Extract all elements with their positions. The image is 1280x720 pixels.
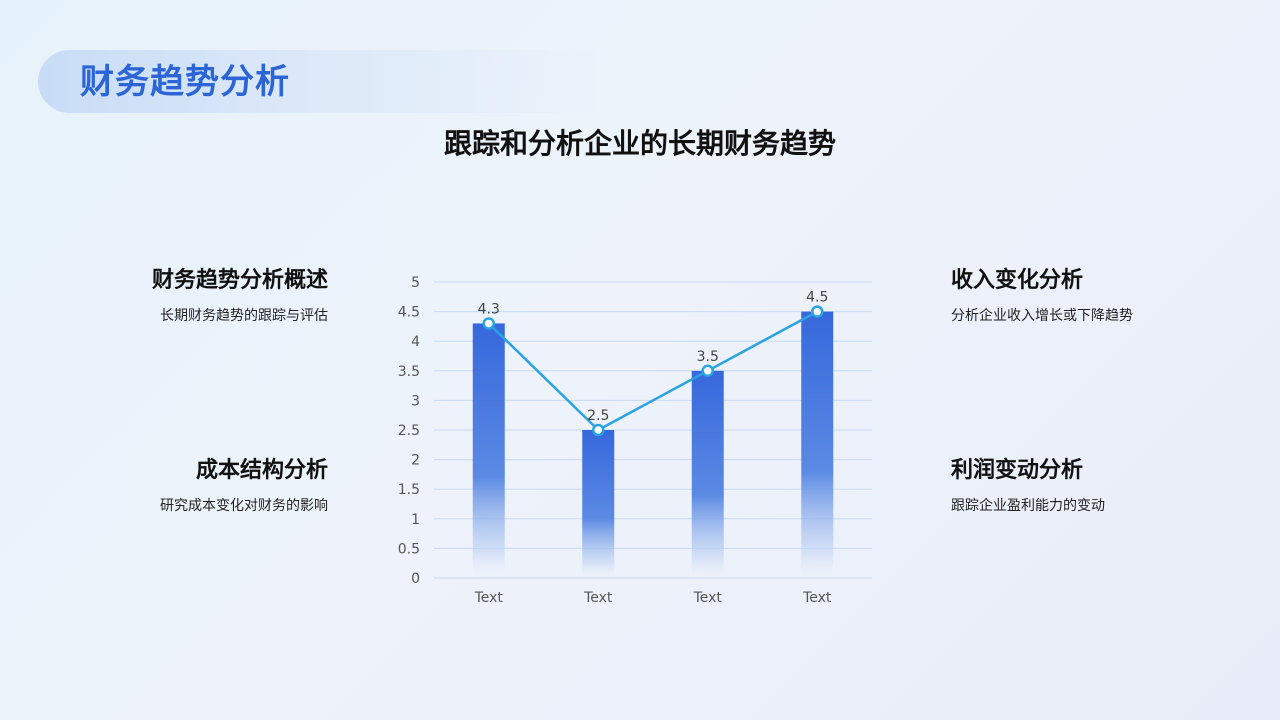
cost-heading: 成本结构分析 bbox=[195, 458, 328, 483]
bar bbox=[582, 430, 615, 578]
x-tick-label: Text bbox=[583, 590, 613, 606]
overview-desc: 长期财务趋势的跟踪与评估 bbox=[160, 308, 328, 324]
trend-line-path bbox=[487, 310, 818, 432]
trend-line bbox=[482, 305, 824, 437]
y-tick-label: 1.5 bbox=[398, 482, 420, 498]
line-point bbox=[592, 423, 605, 437]
data-labels: 4.3 2.5 3.5 4.5 bbox=[478, 290, 829, 424]
y-tick-label: 1 bbox=[411, 512, 420, 528]
bar bbox=[801, 311, 834, 578]
y-tick-label: 3.5 bbox=[398, 364, 420, 380]
data-label: 2.5 bbox=[587, 408, 609, 424]
revenue-heading: 收入变化分析 bbox=[951, 268, 1084, 293]
y-tick-label: 0 bbox=[411, 571, 420, 587]
line-point bbox=[482, 317, 495, 330]
y-tick-label: 3 bbox=[411, 393, 420, 409]
y-tick-label: 4 bbox=[411, 334, 420, 350]
cost-block: 成本结构分析 研究成本变化对财务的影响 bbox=[68, 456, 328, 516]
y-tick-label: 2.5 bbox=[398, 423, 420, 439]
profit-desc: 跟踪企业盈利能力的变动 bbox=[951, 498, 1105, 514]
x-tick-label: Text bbox=[474, 590, 504, 606]
line-point bbox=[811, 305, 824, 318]
page-subtitle: 跟踪和分析企业的长期财务趋势 bbox=[443, 127, 836, 160]
page-title: 财务趋势分析 bbox=[80, 62, 290, 102]
profit-heading: 利润变动分析 bbox=[951, 458, 1084, 483]
cost-desc: 研究成本变化对财务的影响 bbox=[160, 498, 328, 514]
line-point bbox=[701, 364, 714, 378]
data-label: 3.5 bbox=[697, 349, 719, 365]
data-label: 4.3 bbox=[478, 301, 500, 317]
title-banner bbox=[38, 50, 598, 113]
bars bbox=[472, 311, 834, 578]
trend-chart: 00.511.522.533.544.55 4.32.53.54.5 Text T… bbox=[398, 275, 872, 606]
x-axis-ticks: Text Text Text Text bbox=[474, 590, 832, 606]
revenue-block: 收入变化分析 分析企业收入增长或下降趋势 bbox=[951, 266, 1211, 326]
overview-block: 财务趋势分析概述 长期财务趋势的跟踪与评估 bbox=[68, 266, 328, 326]
y-tick-label: 5 bbox=[411, 275, 420, 291]
y-tick-label: 4.5 bbox=[398, 305, 420, 321]
y-tick-label: 0.5 bbox=[398, 541, 420, 557]
revenue-desc: 分析企业收入增长或下降趋势 bbox=[951, 308, 1133, 324]
data-label: 4.5 bbox=[806, 290, 828, 306]
bar bbox=[472, 323, 505, 578]
profit-block: 利润变动分析 跟踪企业盈利能力的变动 bbox=[951, 456, 1211, 516]
x-tick-label: Text bbox=[693, 590, 723, 606]
y-tick-label: 2 bbox=[411, 453, 420, 469]
bar bbox=[691, 370, 724, 578]
x-tick-label: Text bbox=[802, 590, 832, 606]
y-axis-ticks: 0 0.5 1 1.5 2 2.5 3 3.5 4 4.5 5 bbox=[398, 275, 420, 587]
overview-heading: 财务趋势分析概述 bbox=[151, 268, 328, 293]
